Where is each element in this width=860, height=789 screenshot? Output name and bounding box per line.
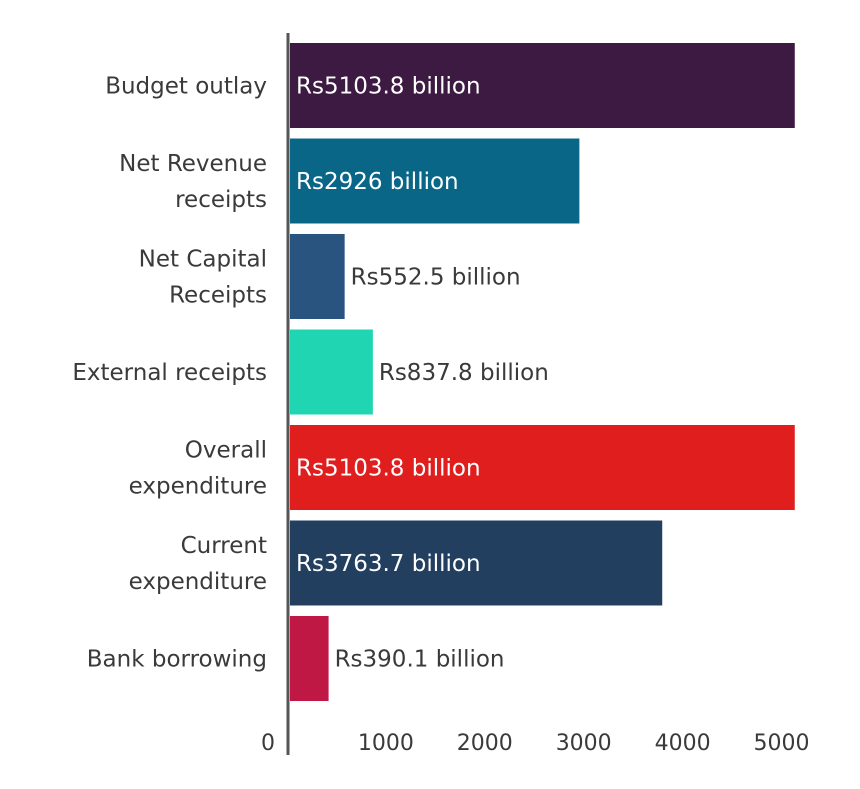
data-label: Rs390.1 billion xyxy=(335,647,505,673)
data-label: Rs5103.8 billion xyxy=(296,456,481,482)
category-label: Overall xyxy=(185,438,267,464)
data-label: Rs2926 billion xyxy=(296,169,459,195)
category-label: receipts xyxy=(175,187,267,213)
x-tick-label: 5000 xyxy=(754,731,810,756)
data-label: Rs837.8 billion xyxy=(379,360,549,386)
category-label: expenditure xyxy=(129,474,267,500)
category-label: Net Revenue xyxy=(119,151,267,177)
category-label: External receipts xyxy=(72,360,267,386)
category-label: Net Capital xyxy=(139,247,267,273)
bar xyxy=(290,234,345,319)
bar xyxy=(290,43,795,128)
category-label: Receipts xyxy=(169,283,267,309)
x-tick-label: 2000 xyxy=(457,731,513,756)
bar xyxy=(290,329,373,415)
data-label: Rs552.5 billion xyxy=(351,265,521,291)
bar xyxy=(290,138,580,224)
x-tick-label: 0 xyxy=(261,731,275,756)
category-label: Bank borrowing xyxy=(87,647,267,673)
x-tick-label: 4000 xyxy=(655,731,711,756)
category-label: expenditure xyxy=(129,569,267,595)
category-label: Budget outlay xyxy=(105,74,267,100)
bar xyxy=(290,520,663,606)
x-tick-label: 3000 xyxy=(556,731,612,756)
x-tick-label: 1000 xyxy=(358,731,414,756)
data-label: Rs5103.8 billion xyxy=(296,74,481,100)
bar xyxy=(290,425,795,510)
data-label: Rs3763.7 billion xyxy=(296,551,481,577)
bar xyxy=(290,616,329,701)
category-label: Current xyxy=(181,533,267,559)
